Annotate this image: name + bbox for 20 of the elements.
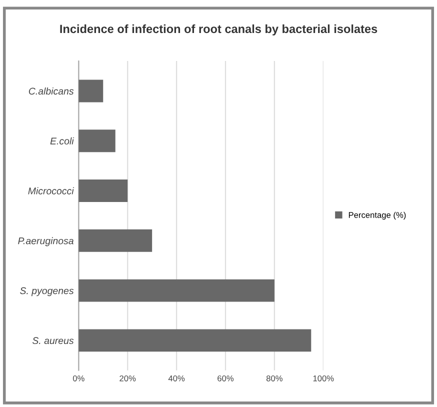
bar xyxy=(78,180,128,202)
x-tick-label: 20% xyxy=(120,375,136,382)
chart-title: Incidence of infection of root canals by bacterial isolates xyxy=(60,24,378,36)
x-tick-label: 40% xyxy=(168,375,185,382)
x-tick-label: 60% xyxy=(218,375,234,382)
y-tick-label: P.aeruginosa xyxy=(18,237,74,246)
bar xyxy=(78,279,274,302)
y-tick-label: C.albicans xyxy=(28,87,74,95)
x-tick-label: 0% xyxy=(72,375,84,382)
legend-label: Percentage (%) xyxy=(348,212,406,220)
y-tick-label: S. pyogenes xyxy=(20,287,74,296)
x-tick-label: 80% xyxy=(266,375,282,382)
bar xyxy=(78,229,152,252)
x-tick-label: 100% xyxy=(313,375,334,382)
y-tick-label: S. aureus xyxy=(32,337,74,344)
y-tick-label: E.coli xyxy=(50,137,74,144)
bar xyxy=(78,130,116,152)
y-tick-label: Micrococci xyxy=(28,187,74,194)
bar xyxy=(78,329,312,352)
bar xyxy=(78,80,104,102)
